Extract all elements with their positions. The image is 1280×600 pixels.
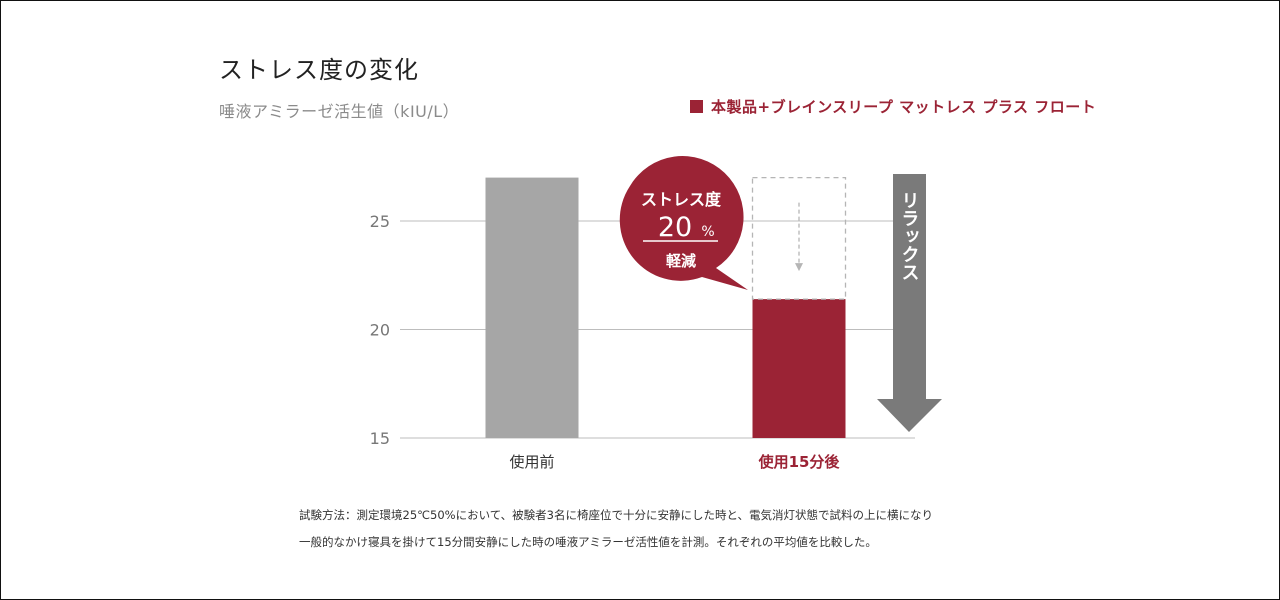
bars-layer [485, 177, 846, 438]
callout-value: 20 [658, 212, 692, 243]
relax-label: リラックス [899, 191, 920, 281]
x-category-label: 使用15分後 [758, 453, 841, 471]
labels-layer: 使用前 使用15分後 [509, 453, 840, 471]
note-line-1: 試験方法：測定環境25℃50%において、被験者3名に椅座位で十分に安静にした時と… [299, 508, 934, 522]
legend: 本製品+ブレインスリープ マットレス プラス フロート [690, 96, 1096, 117]
chart-title: ストレス度の変化 [219, 56, 419, 84]
relax-arrow-shape [877, 174, 942, 432]
x-category-label: 使用前 [509, 453, 554, 471]
test-method-note: 試験方法：測定環境25℃50%において、被験者3名に椅座位で十分に安静にした時と… [299, 502, 933, 556]
note-line-2: 一般的なかけ寝具を掛けて15分間安静にした時の唾液アミラーゼ活性値を計測。それぞ… [299, 535, 877, 549]
reduction-arrow-head [795, 263, 803, 272]
y-tick-label: 25 [370, 212, 390, 231]
callout-bubble [619, 155, 748, 290]
y-tick-label: 20 [370, 321, 390, 340]
y-tick-label: 15 [370, 429, 390, 448]
previous-level-outline [751, 176, 847, 300]
legend-swatch [690, 100, 703, 113]
relax-arrow: リラックス [877, 174, 942, 432]
legend-label: 本製品+ブレインスリープ マットレス プラス フロート [711, 98, 1097, 116]
callout-line1: ストレス度 [641, 190, 722, 209]
callout-line3: 軽減 [666, 252, 696, 270]
bar-before [485, 177, 579, 438]
bar-after [752, 299, 846, 438]
reduction-callout: ストレス度 20 % 軽減 [619, 155, 748, 290]
y-axis-unit-label: 唾液アミラーゼ活生値（kIU/L） [219, 102, 460, 121]
callout-percent: % [701, 224, 714, 240]
